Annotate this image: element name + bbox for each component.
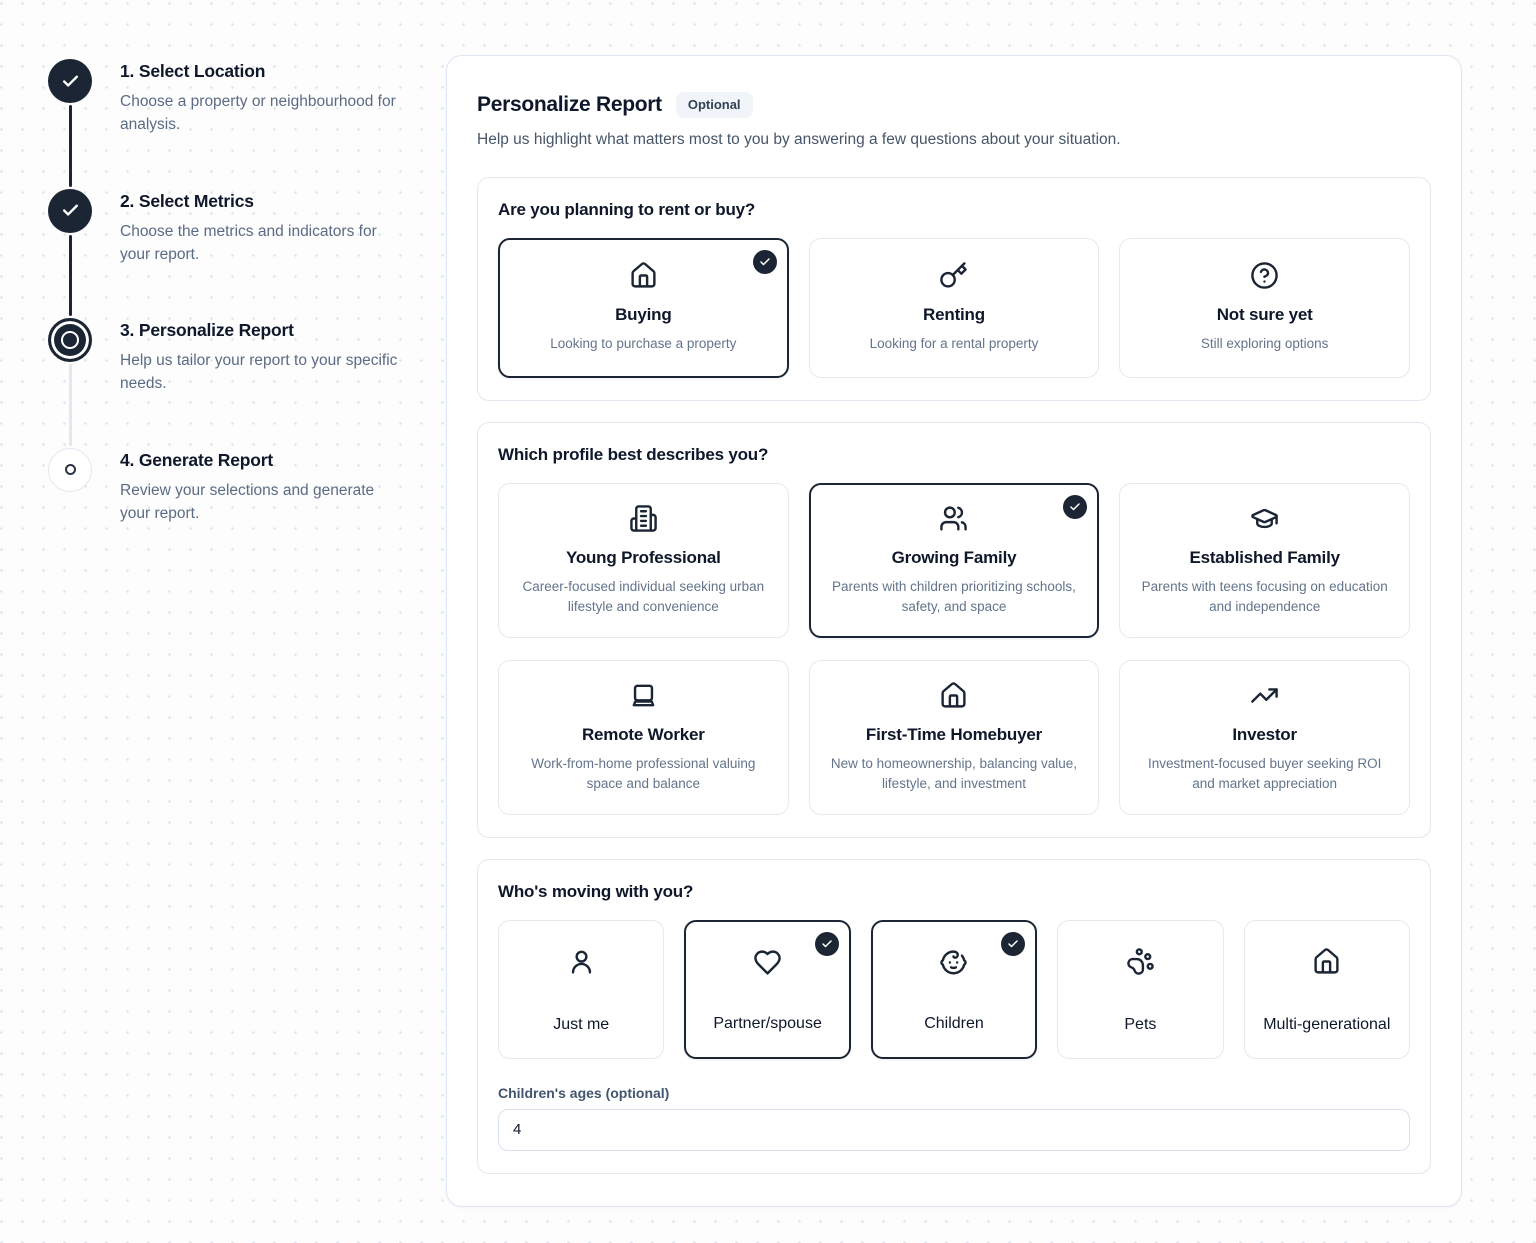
step-4-generate-report: 4. Generate Report Review your selection…	[48, 447, 404, 578]
option-label: Remote Worker	[581, 725, 705, 745]
question-title: Which profile best describes you?	[498, 444, 769, 464]
option-card-remote-worker[interactable]: Remote Worker Work-from-home professiona…	[498, 659, 789, 815]
step-1-select-location: 1. Select Location Choose a property or …	[48, 59, 404, 189]
building-icon	[629, 504, 658, 533]
option-card-first-time-homebuyer[interactable]: First-Time Homebuyer New to homeownershi…	[808, 659, 1100, 815]
step-1-indicator[interactable]	[48, 59, 92, 103]
panel-subtitle: Help us highlight what matters most to y…	[477, 130, 1121, 148]
step-title: 3. Personalize Report	[120, 320, 294, 340]
check-icon	[822, 939, 832, 947]
option-description: Parents with teens focusing on education…	[1141, 579, 1388, 614]
option-card-established-family[interactable]: Established Family Parents with teens fo…	[1119, 482, 1410, 638]
option-description: Work-from-home professional valuing spac…	[531, 756, 756, 791]
check-icon	[62, 75, 78, 87]
step-2-select-metrics: 2. Select Metrics Choose the metrics and…	[48, 188, 404, 319]
option-card-growing-family[interactable]: Growing Family Parents with children pri…	[808, 482, 1100, 638]
graduation-cap-icon	[1250, 504, 1279, 533]
step-description: Choose the metrics and indicators for yo…	[120, 222, 377, 263]
option-label: Pets	[1124, 1015, 1157, 1033]
option-card-young-professional[interactable]: Young Professional Career-focused indivi…	[498, 482, 789, 638]
question-moving-with: Who's moving with you? Just me Partner/s…	[477, 858, 1431, 1174]
option-card-pets[interactable]: Pets	[1057, 919, 1224, 1059]
option-card-partner-spouse[interactable]: Partner/spouse	[684, 919, 851, 1059]
children-ages-block: Children's ages (optional)	[498, 1085, 1410, 1151]
step-title: 1. Select Location	[120, 61, 266, 81]
house-icon	[629, 261, 658, 290]
option-label: First-Time Homebuyer	[865, 725, 1043, 745]
check-icon	[1070, 502, 1081, 510]
key-icon	[939, 261, 968, 290]
help-circle-icon	[1250, 261, 1279, 290]
users-icon	[939, 504, 968, 533]
option-description: New to homeownership, balancing value, l…	[830, 756, 1078, 791]
step-3-personalize-report: 3. Personalize Report Help us tailor you…	[48, 318, 404, 448]
children-ages-label: Children's ages (optional)	[498, 1084, 670, 1101]
question-title: Are you planning to rent or buy?	[498, 199, 756, 219]
option-description: Investment-focused buyer seeking ROI and…	[1147, 756, 1382, 791]
wizard-stepper: 1. Select Location Choose a property or …	[48, 59, 404, 577]
baby-icon	[939, 948, 968, 977]
option-label: Growing Family	[891, 548, 1017, 568]
trending-up-icon	[1250, 681, 1279, 710]
paw-print-icon	[1126, 947, 1155, 976]
personalize-report-panel: Personalize Report Optional Help us high…	[446, 55, 1462, 1207]
selected-check-badge	[1001, 931, 1026, 956]
optional-badge: Optional	[675, 92, 753, 118]
check-icon	[759, 257, 770, 265]
selected-check-badge	[752, 249, 777, 274]
question-profile: Which profile best describes you? Young …	[477, 421, 1431, 838]
option-label: Young Professional	[565, 548, 721, 568]
option-description: Career-focused individual seeking urban …	[522, 579, 765, 614]
option-card-just-me[interactable]: Just me	[498, 919, 665, 1059]
option-card-children[interactable]: Children	[870, 919, 1038, 1059]
house-icon	[939, 681, 968, 710]
option-label: Just me	[553, 1015, 610, 1033]
step-2-indicator[interactable]	[48, 188, 92, 233]
selected-check-badge	[814, 931, 839, 956]
option-card-multi-generational[interactable]: Multi-generational	[1243, 919, 1410, 1059]
laptop-icon	[629, 681, 658, 710]
step-title: 4. Generate Report	[120, 449, 273, 470]
selected-check-badge	[1063, 494, 1088, 519]
children-ages-input[interactable]	[498, 1108, 1410, 1151]
step-description: Review your selections and generate your…	[120, 481, 375, 522]
option-card-buying[interactable]: Buying Looking to purchase a property	[498, 237, 789, 378]
step-3-indicator[interactable]	[48, 318, 92, 362]
panel-header: Personalize Report Optional Help us high…	[477, 92, 1431, 149]
question-title: Who's moving with you?	[498, 881, 694, 901]
option-card-not-sure-yet[interactable]: Not sure yet Still exploring options	[1119, 237, 1410, 378]
check-icon	[62, 204, 78, 216]
step-description: Help us tailor your report to your speci…	[120, 352, 398, 393]
step-description: Choose a property or neighbourhood for a…	[120, 93, 396, 134]
option-description: Parents with children prioritizing schoo…	[832, 579, 1076, 614]
page-title: Personalize Report	[477, 92, 662, 116]
option-description: Looking for a rental property	[869, 336, 1039, 352]
option-description: Looking to purchase a property	[550, 336, 737, 352]
check-icon	[1008, 939, 1018, 947]
option-label: Not sure yet	[1216, 305, 1313, 325]
step-title: 2. Select Metrics	[120, 190, 254, 211]
option-label: Buying	[615, 305, 672, 325]
user-icon	[567, 947, 596, 976]
option-description: Still exploring options	[1200, 336, 1329, 352]
step-4-indicator[interactable]	[48, 447, 92, 492]
option-label: Partner/spouse	[713, 1014, 822, 1032]
option-card-renting[interactable]: Renting Looking for a rental property	[808, 237, 1100, 378]
option-label: Children	[924, 1014, 984, 1032]
option-card-investor[interactable]: Investor Investment-focused buyer seekin…	[1119, 659, 1410, 815]
option-label: Established Family	[1189, 548, 1340, 568]
house-icon	[1312, 947, 1341, 976]
heart-icon	[753, 948, 782, 977]
option-label: Renting	[923, 305, 985, 325]
option-label: Multi-generational	[1263, 1015, 1391, 1033]
option-label: Investor	[1232, 725, 1297, 745]
question-rent-or-buy: Are you planning to rent or buy? Buying …	[477, 176, 1431, 401]
